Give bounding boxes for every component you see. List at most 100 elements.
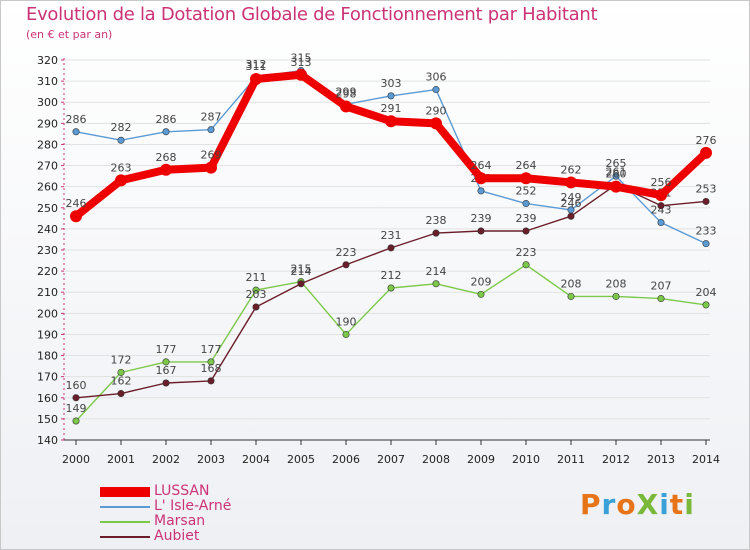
data-label: 214 [426, 265, 447, 278]
legend-item: Marsan [100, 514, 340, 529]
chart-title: Evolution de la Dotation Globale de Fonc… [26, 4, 598, 25]
data-point [657, 295, 665, 303]
data-label: 211 [246, 271, 267, 284]
chart-subtitle: (en € et par an) [26, 28, 113, 41]
data-label: 215 [291, 263, 312, 276]
x-tick-label: 2007 [377, 453, 405, 466]
data-point [657, 219, 665, 227]
data-label: 246 [66, 197, 87, 210]
data-label: 168 [201, 362, 222, 375]
data-point [432, 86, 440, 94]
data-point [567, 292, 575, 300]
data-label: 223 [336, 246, 357, 259]
data-point [72, 417, 80, 425]
x-tick-label: 2002 [152, 453, 180, 466]
data-point [207, 126, 215, 134]
x-tick-label: 2011 [557, 453, 585, 466]
legend-swatch [100, 521, 150, 523]
x-tick-label: 2004 [242, 453, 270, 466]
data-label: 160 [66, 379, 87, 392]
legend-swatch [100, 506, 150, 508]
data-label: 208 [606, 277, 627, 290]
x-tick-label: 2013 [647, 453, 675, 466]
data-point [430, 117, 442, 130]
y-tick-label: 160 [37, 392, 58, 405]
y-tick-label: 170 [37, 371, 58, 384]
data-label: 265 [606, 157, 627, 170]
data-point [477, 227, 485, 235]
data-point [612, 172, 620, 180]
legend-item: Aubiet [100, 529, 340, 544]
data-label: 162 [111, 375, 132, 388]
data-point [702, 301, 710, 309]
data-point [520, 172, 532, 185]
data-label: 291 [381, 102, 402, 115]
legend-label: Marsan [154, 513, 206, 529]
x-tick-label: 2006 [332, 453, 360, 466]
data-label: 172 [111, 353, 132, 366]
data-label: 208 [561, 277, 582, 290]
y-tick-label: 190 [37, 328, 58, 341]
data-point [432, 229, 440, 237]
legend-label: LUSSAN [154, 483, 210, 499]
data-label: 149 [66, 402, 87, 415]
data-point [565, 176, 577, 189]
data-point [162, 128, 170, 136]
data-label: 243 [651, 204, 672, 217]
data-label: 261 [606, 166, 627, 179]
data-label: 282 [111, 121, 132, 134]
x-tick-label: 2014 [692, 453, 720, 466]
data-label: 177 [156, 343, 177, 356]
data-point [610, 180, 622, 193]
y-tick-label: 310 [37, 75, 58, 88]
data-point [432, 280, 440, 288]
y-tick-label: 250 [37, 202, 58, 215]
x-tick-label: 2010 [512, 453, 540, 466]
data-point [117, 368, 125, 376]
data-label: 306 [426, 71, 447, 84]
legend-label: L' Isle-Arné [154, 498, 232, 514]
data-label: 276 [696, 134, 717, 147]
data-point [250, 73, 262, 85]
data-label: 311 [246, 60, 267, 73]
x-tick-label: 2008 [422, 453, 450, 466]
data-label: 209 [471, 275, 492, 288]
data-point [342, 330, 350, 338]
data-point [702, 197, 710, 205]
x-tick-label: 2000 [62, 453, 90, 466]
y-tick-label: 150 [37, 413, 58, 426]
data-point [252, 286, 260, 294]
data-label: 287 [201, 111, 222, 124]
data-point [477, 187, 485, 195]
data-label: 204 [696, 286, 717, 299]
data-point [702, 240, 710, 248]
data-point [252, 303, 260, 311]
y-tick-label: 290 [37, 117, 58, 130]
data-label: 299 [336, 85, 357, 98]
data-label: 264 [471, 159, 492, 172]
data-label: 253 [696, 182, 717, 195]
data-point [207, 358, 215, 366]
y-tick-label: 180 [37, 350, 58, 363]
data-point [160, 163, 172, 176]
data-point [115, 174, 127, 187]
data-point [522, 227, 530, 235]
data-label: 167 [156, 364, 177, 377]
data-label: 312 [246, 58, 267, 71]
data-label: 231 [381, 229, 402, 242]
data-label: 212 [381, 269, 402, 282]
data-label: 214 [291, 265, 312, 278]
data-point [162, 358, 170, 366]
data-point [700, 146, 712, 159]
data-point [162, 379, 170, 387]
data-point [297, 280, 305, 288]
data-point [207, 377, 215, 385]
data-label: 249 [561, 191, 582, 204]
y-tick-label: 210 [37, 286, 58, 299]
x-tick-label: 2003 [197, 453, 225, 466]
y-tick-label: 320 [37, 54, 58, 67]
data-point [70, 210, 82, 223]
data-label: 262 [561, 163, 582, 176]
data-point [475, 172, 487, 185]
